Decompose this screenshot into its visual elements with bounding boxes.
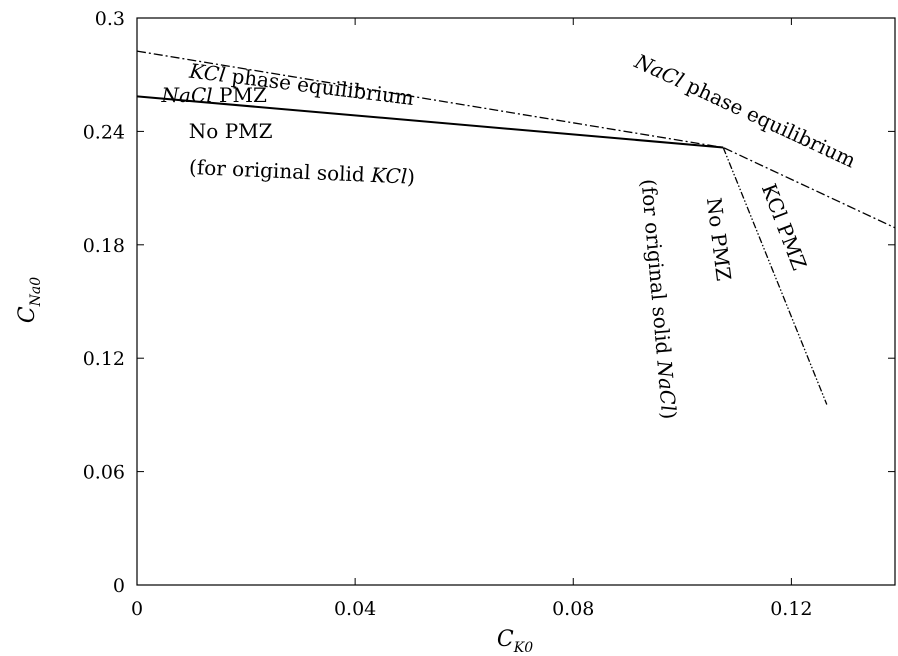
x-tick-label: 0.04 — [334, 598, 376, 620]
y-tick-label: 0.24 — [83, 121, 125, 143]
annotation-for-original-kcl: (for original solid KCl) — [189, 155, 416, 189]
annotation-no-pmz-upper: No PMZ — [189, 119, 273, 143]
y-tick-label: 0.18 — [83, 235, 125, 257]
x-tick-label: 0.08 — [552, 598, 594, 620]
annotation-nacl-phase-eq: NaCl phase equilibrium — [630, 49, 859, 173]
x-tick-label: 0.12 — [770, 598, 812, 620]
annotation-kcl-pmz-right: KCl PMZ — [757, 180, 812, 273]
y-axis-label-sub: Na0 — [28, 277, 44, 308]
y-tick-label: 0 — [113, 575, 125, 597]
y-axis-label: CNa0 — [15, 277, 44, 323]
annotation-text: KCl PMZ — [757, 180, 812, 273]
annotation-text: No PMZ — [702, 196, 736, 282]
x-axis-label: CK0 — [497, 627, 533, 656]
annotation-text: (for original solid — [636, 178, 676, 362]
y-tick-label: 0.3 — [95, 8, 125, 30]
annotation-text: KCl — [370, 163, 408, 189]
x-axis-label-base: C — [497, 627, 514, 652]
annotation-text: ) — [407, 164, 416, 188]
y-axis-label-base: C — [15, 306, 40, 323]
annotation-text: phase equilibrium — [677, 71, 859, 173]
x-axis-label-sub: K0 — [513, 640, 533, 656]
annotation-text: No PMZ — [189, 119, 273, 143]
annotation-no-pmz-right: No PMZ — [702, 196, 736, 282]
annotation-for-original-nacl: (for original solid NaCl) — [636, 178, 681, 420]
annotation-text: NaCl — [630, 49, 687, 93]
annotation-text: (for original solid — [189, 155, 372, 187]
annotation-text: NaCl — [652, 358, 680, 412]
annotation-text: PMZ — [213, 83, 267, 107]
y-tick-label: 0.06 — [83, 462, 125, 484]
x-tick-label: 0 — [131, 598, 143, 620]
annotation-nacl-pmz-upper: NaCl PMZ — [161, 83, 267, 107]
annotation-text: NaCl — [161, 83, 213, 107]
annotation-text: ) — [657, 410, 682, 420]
y-tick-label: 0.12 — [83, 348, 125, 370]
